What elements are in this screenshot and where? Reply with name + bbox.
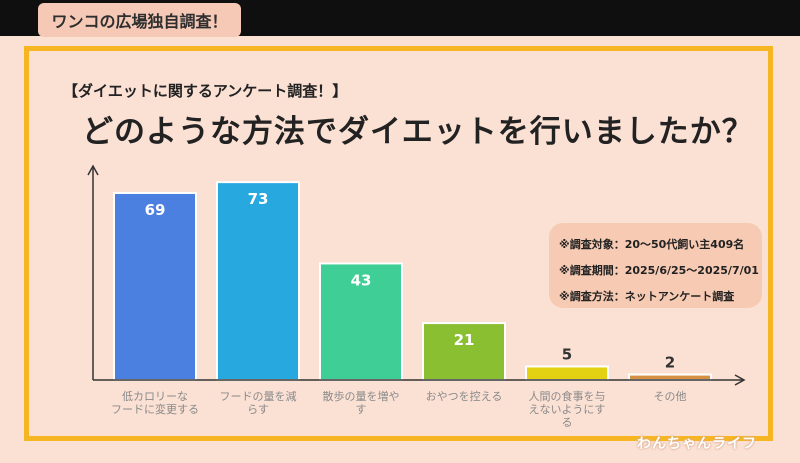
- category-label-3-line-2: す: [356, 403, 367, 416]
- survey-target-note: ※調査対象：20〜50代飼い主409名: [559, 238, 745, 251]
- survey-period-note: ※調査期間：2025/6/25〜2025/7/01: [559, 264, 759, 277]
- category-label-5-line-2: えないようにす: [529, 403, 606, 416]
- bar-6: [628, 373, 712, 382]
- bar-1: [113, 191, 197, 381]
- value-label-4: 21: [454, 331, 475, 349]
- value-label-3: 43: [351, 271, 372, 289]
- category-label-1-line-1: 低カロリーな: [122, 390, 188, 403]
- category-label-4-line-1: おやつを控える: [426, 389, 503, 403]
- survey-method-note: ※調査方法：ネットアンケート調査: [559, 290, 735, 303]
- content-frame: [24, 46, 773, 441]
- survey-question: どのような方法でダイエットを行いましたか？: [82, 114, 754, 150]
- value-label-6: 2: [665, 354, 675, 372]
- bar-2: [216, 181, 300, 381]
- value-label-5: 5: [562, 345, 572, 363]
- survey-notes-box: ※調査対象：20〜50代飼い主409名 ※調査期間：2025/6/25〜2025…: [549, 223, 762, 308]
- site-logo: わんちゃんライフ: [637, 436, 757, 452]
- category-label-5-line-3: る: [562, 416, 573, 429]
- category-label-2-line-2: らす: [247, 403, 269, 416]
- value-label-2: 73: [248, 190, 269, 208]
- survey-eyebrow: 【ダイエットに関するアンケート調査！】: [63, 82, 348, 100]
- category-label-2-line-1: フードの量を減: [220, 389, 297, 403]
- category-label-3-line-1: 散歩の量を増や: [323, 389, 400, 403]
- x-axis-arrow: [734, 374, 746, 386]
- y-axis-arrow: [87, 164, 99, 176]
- category-label-6-line-1: その他: [654, 390, 687, 403]
- brand-tab: ワンコの広場独自調査！: [38, 3, 241, 37]
- value-label-1: 69: [145, 201, 166, 219]
- bar-5: [525, 365, 609, 381]
- category-label-1-line-2: フードに変更する: [111, 402, 199, 416]
- category-label-5-line-1: 人間の食事を与: [529, 389, 606, 403]
